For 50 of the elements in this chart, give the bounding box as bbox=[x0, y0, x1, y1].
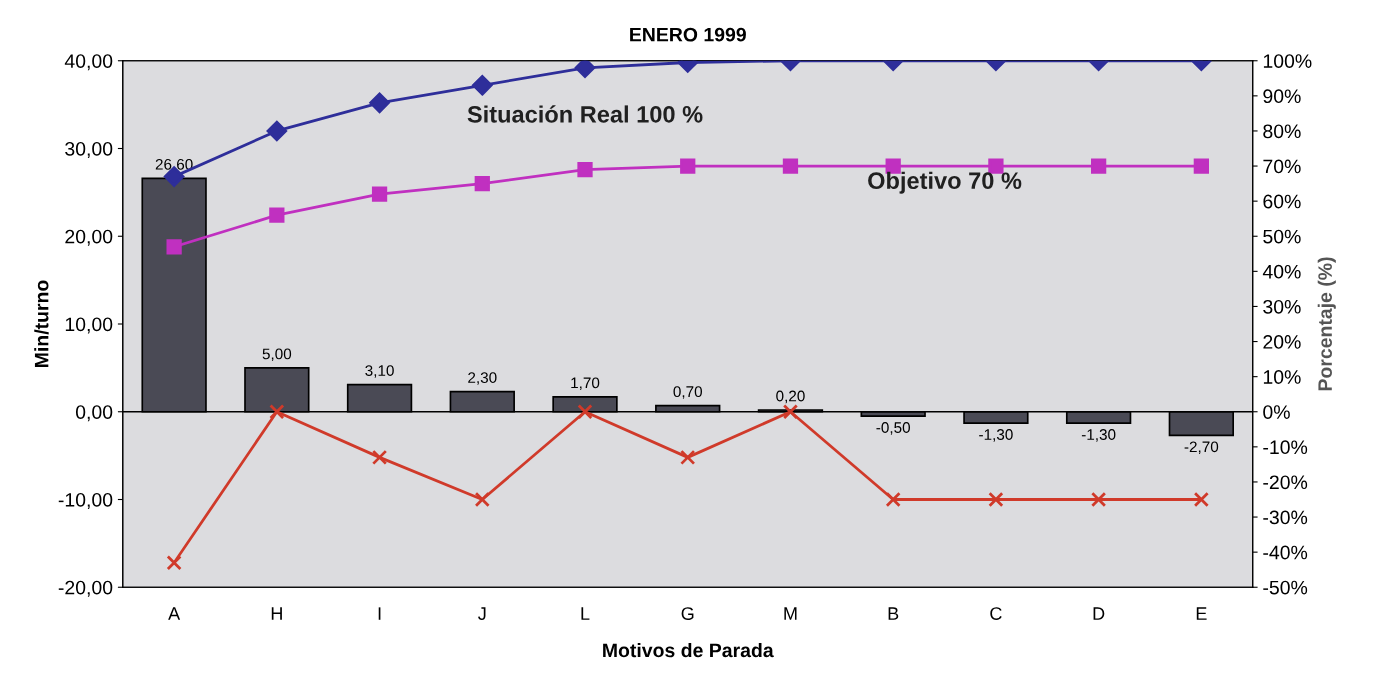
y2-tick-label: -30% bbox=[1263, 510, 1308, 525]
y2-tick-label: 80% bbox=[1263, 124, 1301, 139]
y2-tick-label: 70% bbox=[1263, 159, 1301, 174]
y2-tick-label: 30% bbox=[1263, 299, 1301, 314]
data-label: 3,10 bbox=[365, 365, 394, 378]
x-tick-label: G bbox=[681, 607, 694, 620]
data-label: 5,00 bbox=[262, 348, 292, 362]
x-tick-label: J bbox=[478, 607, 486, 620]
y2-tick-label: 0% bbox=[1263, 405, 1290, 419]
data-label: -2,70 bbox=[1184, 441, 1219, 455]
y2-tick-label: 100% bbox=[1263, 54, 1312, 68]
x-tick-label: A bbox=[168, 607, 181, 620]
y-tick-label: 30,00 bbox=[65, 141, 113, 159]
y2-tick-label: -50% bbox=[1263, 580, 1308, 595]
data-label: 2,30 bbox=[468, 372, 497, 385]
x-tick-label: E bbox=[1196, 607, 1207, 620]
y2-tick-label: -40% bbox=[1263, 545, 1308, 560]
y2-tick-label: -20% bbox=[1263, 475, 1308, 490]
chart-title: ENERO 1999 bbox=[630, 27, 746, 42]
series-label: Objetivo 70 % bbox=[868, 171, 1022, 194]
x-tick-label: H bbox=[271, 607, 282, 620]
y-tick-label: -10,00 bbox=[58, 492, 113, 510]
y2-tick-label: 20% bbox=[1263, 335, 1301, 349]
y2-tick-label: -10% bbox=[1263, 440, 1308, 455]
x-tick-label: B bbox=[888, 607, 899, 620]
y2-tick-label: 10% bbox=[1263, 370, 1301, 384]
x-tick-label: D bbox=[1093, 607, 1105, 620]
x-tick-label: I bbox=[378, 607, 381, 620]
y-tick-label: -20,00 bbox=[58, 580, 113, 597]
data-label: -1,30 bbox=[979, 429, 1013, 442]
data-label: 1,70 bbox=[571, 377, 600, 391]
series-label: Situación Real 100 % bbox=[467, 105, 703, 123]
x-tick-label: C bbox=[990, 607, 1002, 620]
data-label: 0,20 bbox=[776, 390, 805, 404]
x-tick-label: L bbox=[581, 607, 590, 620]
y2-tick-label: 40% bbox=[1262, 264, 1301, 279]
y2-tick-label: 60% bbox=[1263, 194, 1301, 209]
y-tick-label: 10,00 bbox=[65, 317, 113, 334]
data-label: -1,30 bbox=[1081, 429, 1116, 442]
x-tick-label: M bbox=[784, 607, 797, 620]
x-axis-title: Motivos de Parada bbox=[603, 642, 774, 658]
y2-tick-label: 50% bbox=[1263, 229, 1301, 244]
y2-tick-label: 90% bbox=[1263, 89, 1301, 104]
y-tick-label: 0,00 bbox=[75, 405, 113, 422]
y-tick-label: 40,00 bbox=[64, 54, 113, 71]
y-tick-label: 20,00 bbox=[65, 229, 113, 246]
y-axis-title: Min/turno bbox=[34, 280, 49, 367]
data-label: 0,70 bbox=[673, 386, 703, 399]
data-label: -0,50 bbox=[876, 422, 910, 435]
y2-axis-title: Porcentaje (%) bbox=[1317, 257, 1336, 391]
